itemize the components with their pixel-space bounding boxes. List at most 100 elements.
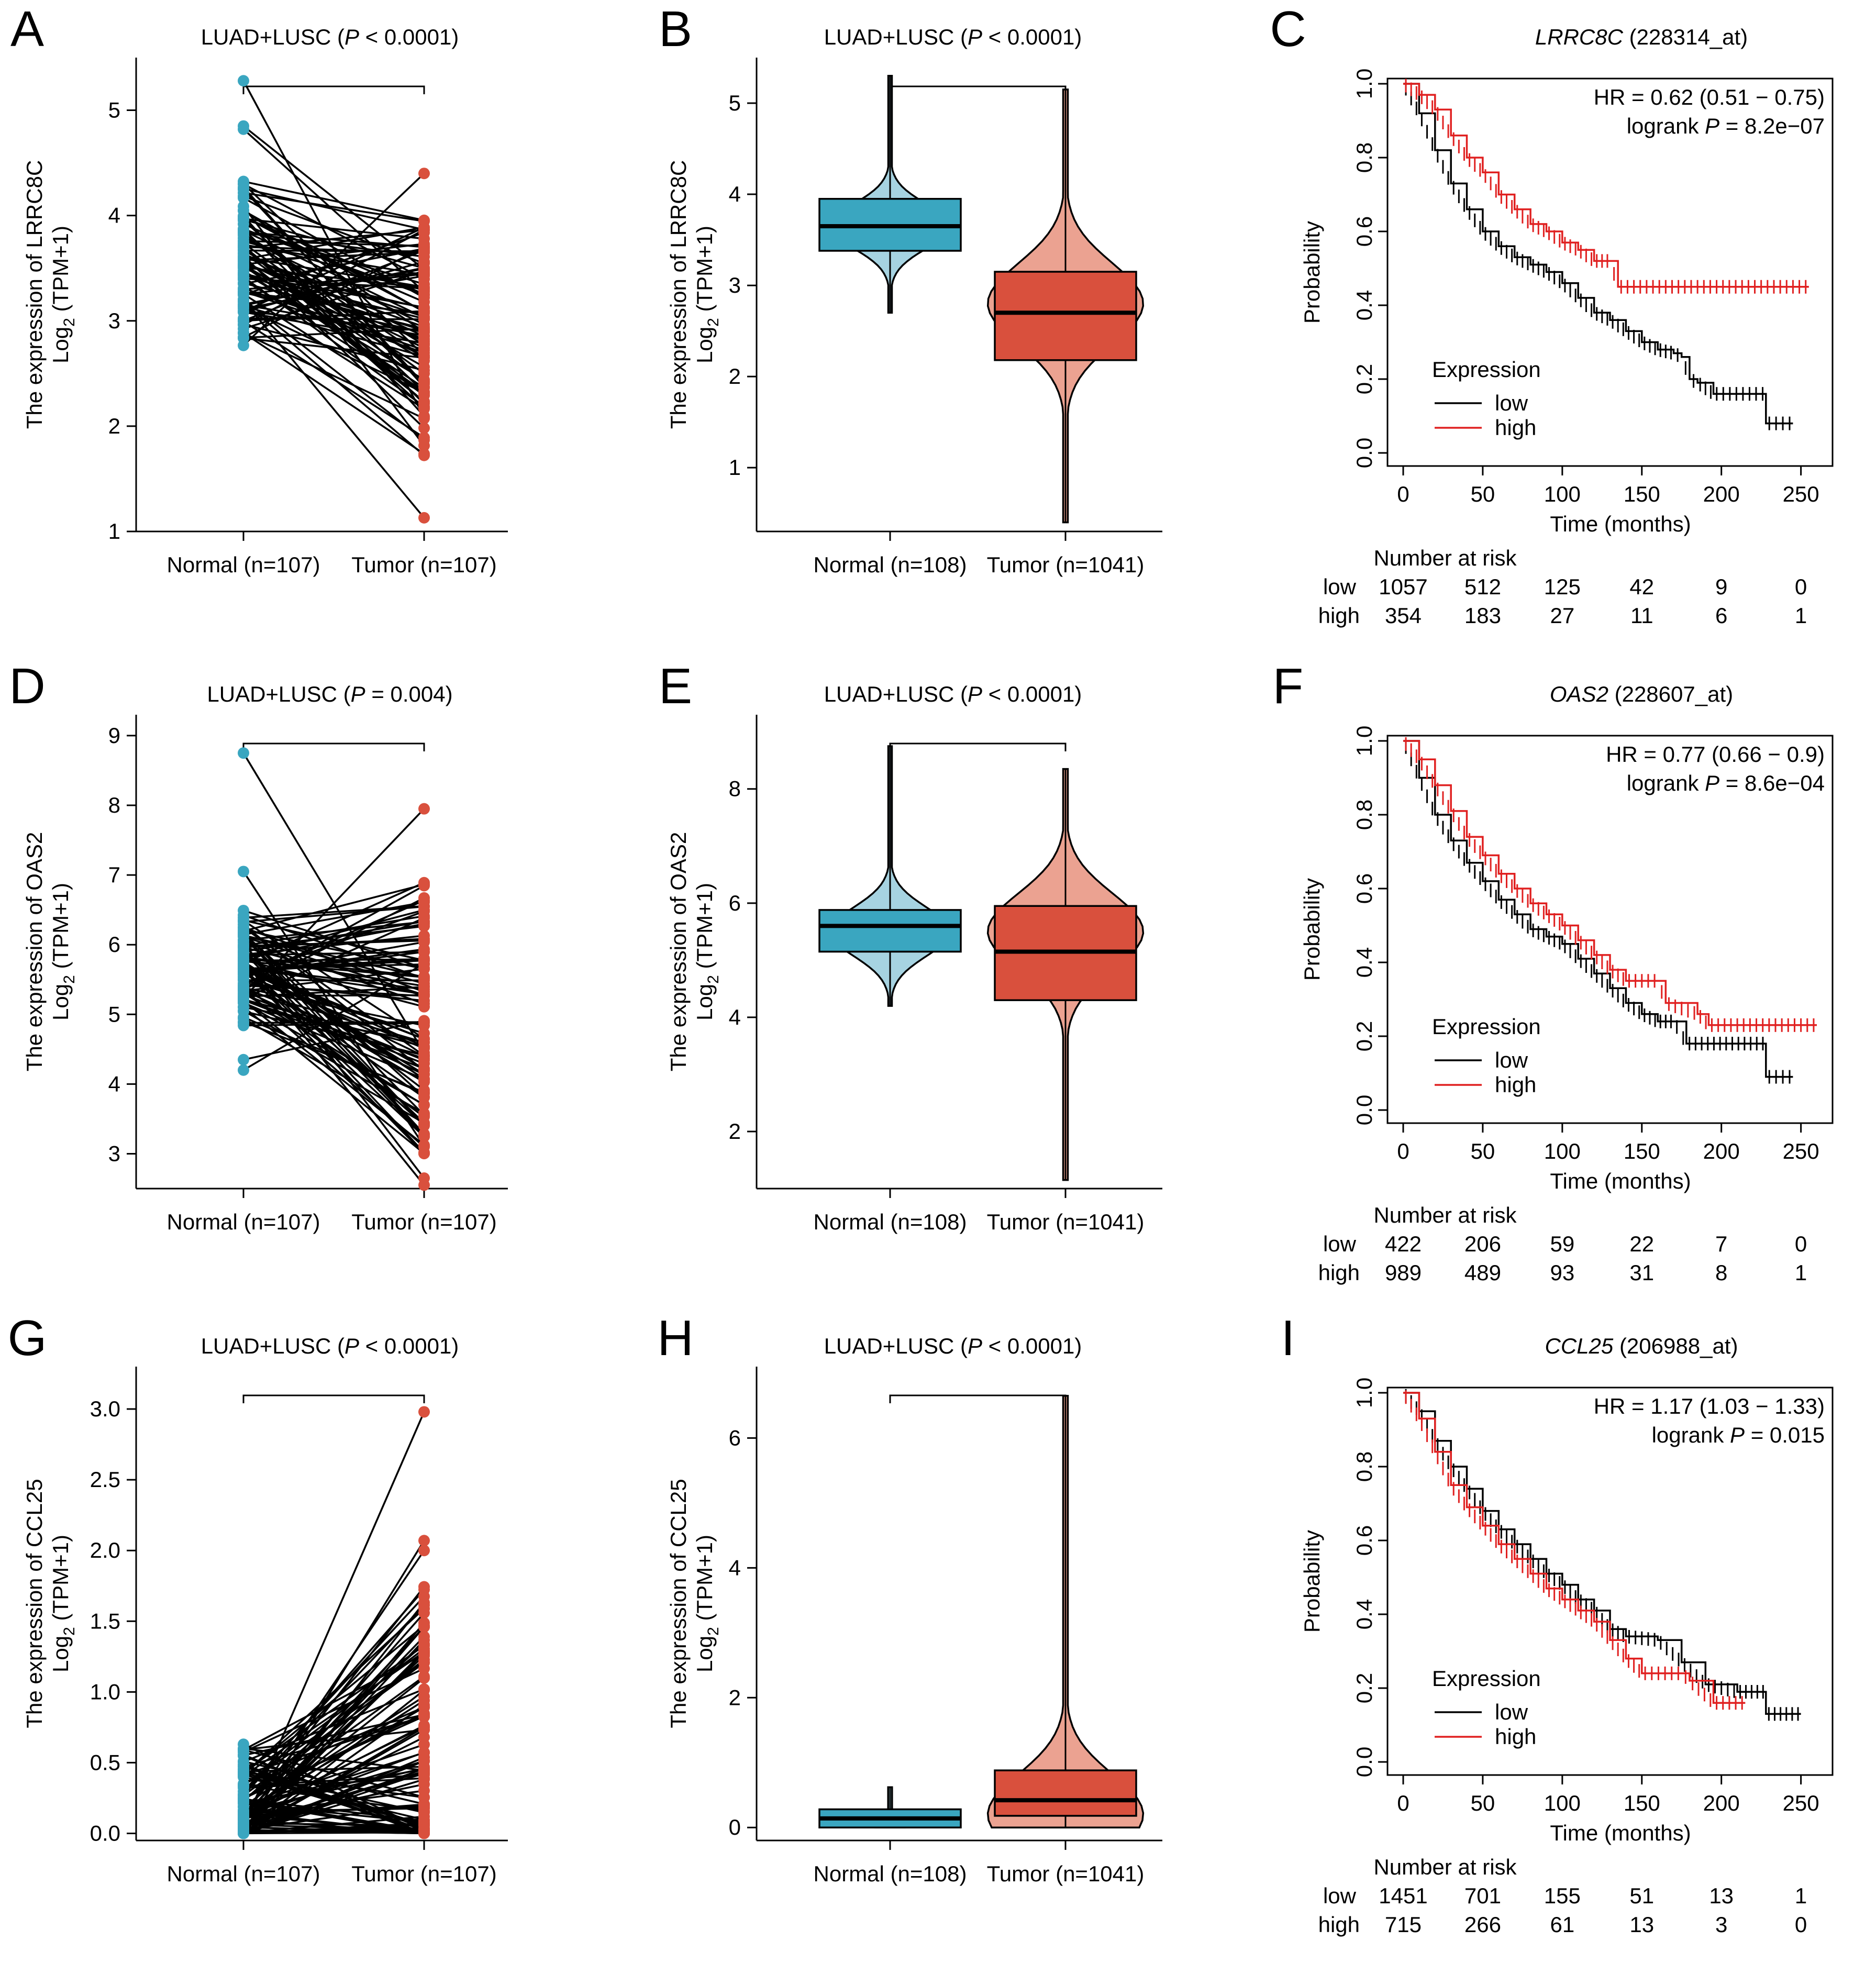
paired-line bbox=[243, 1724, 425, 1819]
tumor-point bbox=[418, 892, 430, 904]
high-survival-curve bbox=[1403, 83, 1809, 288]
paired-line bbox=[243, 883, 425, 932]
tumor-point bbox=[418, 1054, 430, 1066]
y-tick-label: 0.0 bbox=[1352, 1095, 1377, 1125]
paired-line bbox=[243, 337, 425, 359]
title-suffix: < 0.0001) bbox=[359, 1334, 459, 1358]
tumor-point bbox=[418, 1027, 430, 1039]
significance-bracket bbox=[889, 742, 1067, 751]
paired-line bbox=[242, 1677, 425, 1822]
panel-B: B 1 2 3 4 5 Normal (n=108) Tumor (n=1041) LUAD+L… bbox=[659, 1, 1162, 577]
unit-log: Log bbox=[692, 984, 717, 1021]
normal-point bbox=[238, 992, 249, 1004]
y-tick-label: 1.0 bbox=[1352, 69, 1377, 99]
normal-point bbox=[238, 256, 249, 268]
y-axis-label-unit: Log2 (TPM+1) bbox=[692, 1535, 722, 1672]
legend-low-label: low bbox=[1495, 1048, 1528, 1072]
logrank-value: = 8.6e−04 bbox=[1719, 771, 1825, 795]
paired-line bbox=[243, 897, 425, 991]
y-tick-label: 4 bbox=[108, 203, 120, 228]
unit-log: Log bbox=[48, 984, 73, 1021]
tumor-point bbox=[418, 1086, 430, 1098]
unit-sub: 2 bbox=[61, 318, 78, 327]
hazard-ratio: HR = 0.77 (0.66 − 0.9) bbox=[1606, 742, 1825, 767]
panel-letter: D bbox=[9, 658, 45, 714]
logrank-p: logrank P = 0.015 bbox=[1652, 1423, 1825, 1447]
normal-point bbox=[238, 192, 249, 204]
paired-line bbox=[243, 1760, 425, 1816]
low-censor-marks bbox=[1405, 82, 1791, 430]
high-censor-marks bbox=[1405, 1390, 1743, 1710]
tumor-point bbox=[418, 422, 430, 434]
paired-line bbox=[242, 300, 425, 518]
tumor-point bbox=[418, 1119, 430, 1132]
risk-high-value: 93 bbox=[1550, 1260, 1574, 1285]
probe-id: (228314_at) bbox=[1623, 25, 1748, 49]
paired-line bbox=[243, 1729, 425, 1834]
title-suffix: = 0.004) bbox=[365, 682, 453, 706]
x-tick-label: Tumor (n=107) bbox=[351, 552, 496, 577]
risk-low-value: 422 bbox=[1385, 1232, 1422, 1256]
legend-low-label: low bbox=[1495, 391, 1528, 415]
legend-title: Expression bbox=[1432, 357, 1541, 382]
tumor-point bbox=[418, 512, 430, 524]
tumor-point bbox=[418, 1814, 430, 1826]
paired-line bbox=[243, 231, 425, 258]
risk-low-value: 1 bbox=[1795, 1883, 1807, 1908]
y-tick-label: 2.5 bbox=[90, 1467, 120, 1492]
y-tick-label: 0.2 bbox=[1352, 1673, 1377, 1703]
paired-line bbox=[243, 1716, 425, 1776]
paired-line bbox=[243, 1798, 425, 1834]
unit-log: Log bbox=[692, 1636, 717, 1672]
km-title: CCL25 (206988_at) bbox=[1545, 1334, 1738, 1358]
normal-point bbox=[238, 287, 249, 299]
x-tick-label: 50 bbox=[1471, 482, 1495, 506]
x-tick-label: Normal (n=108) bbox=[814, 552, 967, 577]
low-survival-curve bbox=[1403, 740, 1793, 1078]
normal-point bbox=[238, 912, 249, 924]
y-tick-label: 1.0 bbox=[1352, 726, 1377, 756]
y-tick-label: 8 bbox=[729, 777, 741, 801]
y-tick-label: 0.4 bbox=[1352, 1599, 1377, 1629]
normal-point bbox=[238, 1017, 249, 1029]
tumor-point bbox=[418, 449, 430, 461]
normal-point bbox=[238, 339, 249, 351]
tumor-point bbox=[418, 1643, 430, 1655]
significance-bracket bbox=[242, 742, 425, 751]
x-tick-label: 150 bbox=[1624, 1791, 1660, 1815]
y-tick-label: 0.6 bbox=[1352, 1525, 1377, 1556]
risk-row-low-label: low bbox=[1323, 1232, 1357, 1256]
high-survival-curve bbox=[1403, 740, 1817, 1026]
y-tick-label: 4 bbox=[729, 1555, 741, 1580]
tumor-point bbox=[418, 1581, 430, 1593]
paired-lines bbox=[242, 80, 425, 518]
paired-points bbox=[238, 75, 430, 524]
panel-C: C 0 50 100 150 200 250 0.0 0.2 0.4 0.6 0.8 1.0 Probab… bbox=[1270, 1, 1834, 628]
x-tick-label: 150 bbox=[1624, 1139, 1660, 1163]
tumor-box bbox=[994, 1769, 1137, 1817]
tumor-point bbox=[418, 1073, 430, 1085]
y-tick-label: 0.2 bbox=[1352, 1021, 1377, 1051]
normal-point bbox=[238, 974, 249, 986]
tumor-point bbox=[418, 1109, 430, 1121]
x-tick-label: Tumor (n=107) bbox=[351, 1210, 496, 1234]
low-censor-marks bbox=[1405, 740, 1791, 1084]
tumor-point bbox=[418, 1784, 430, 1796]
tumor-point bbox=[418, 1772, 430, 1784]
y-tick-label: 3.0 bbox=[90, 1396, 120, 1421]
y-axis-label-unit: Log2 (TPM+1) bbox=[692, 883, 722, 1021]
risk-low-value: 51 bbox=[1629, 1883, 1654, 1908]
tumor-point bbox=[418, 803, 430, 815]
y-tick-label: 5 bbox=[108, 1002, 120, 1026]
tumor-point bbox=[418, 1016, 430, 1028]
tumor-point bbox=[418, 946, 430, 958]
paired-line bbox=[242, 172, 425, 347]
tumor-point bbox=[418, 378, 430, 390]
x-tick-label: 0 bbox=[1397, 482, 1409, 506]
title-prefix: LUAD+LUSC ( bbox=[207, 682, 350, 706]
tumor-point bbox=[418, 401, 430, 413]
paired-line bbox=[243, 1790, 425, 1815]
x-tick-label: 250 bbox=[1783, 1791, 1819, 1815]
paired-line bbox=[243, 935, 425, 956]
